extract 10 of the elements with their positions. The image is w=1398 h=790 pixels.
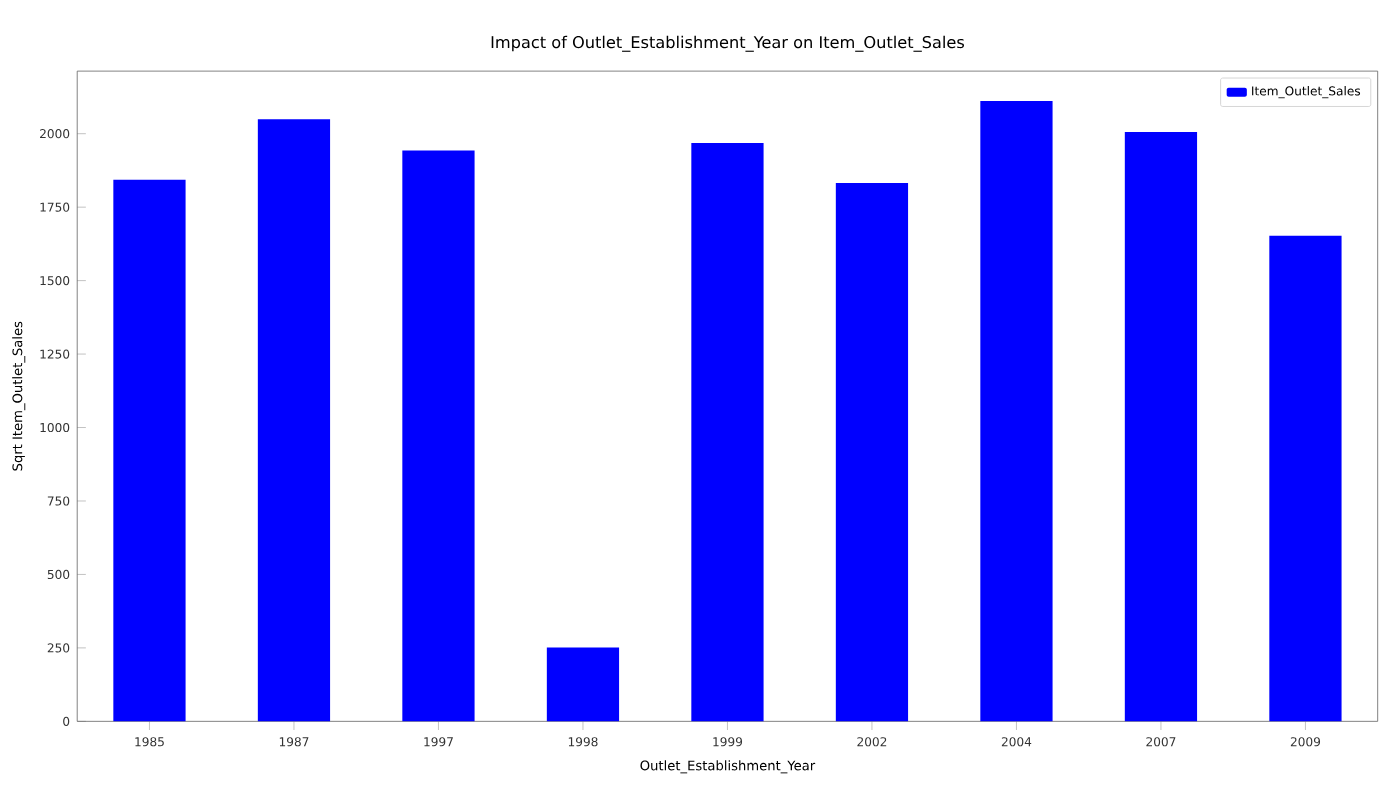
bar	[835, 182, 909, 722]
bar	[402, 150, 475, 722]
chart-title: Impact of Outlet_Establishment_Year on Item_Outlet_Sales	[491, 35, 965, 52]
bar	[1269, 235, 1342, 722]
bar	[546, 647, 620, 722]
bar	[980, 100, 1053, 722]
bar	[1124, 131, 1198, 722]
bar	[257, 119, 331, 722]
bar	[113, 179, 186, 722]
bar	[691, 142, 764, 722]
